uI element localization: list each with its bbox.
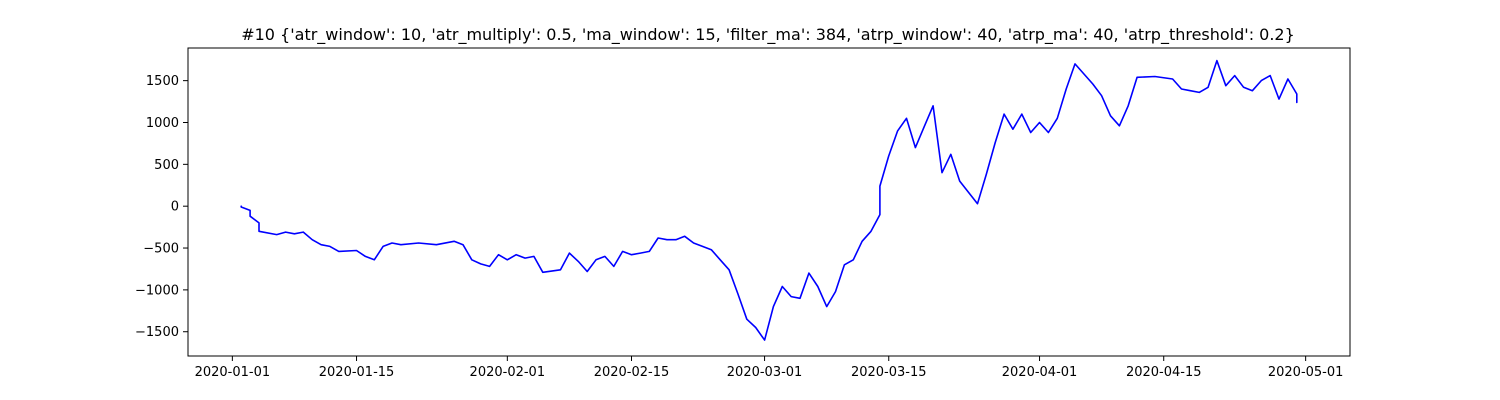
chart-title: #10 {'atr_window': 10, 'atr_multiply': 0… [241,25,1295,45]
x-tick-label: 2020-03-01 [727,365,803,380]
y-tick-label: −500 [143,242,179,257]
x-tick-label: 2020-01-15 [319,365,395,380]
x-tick-label: 2020-04-15 [1126,365,1202,380]
y-tick-label: 1000 [146,116,179,131]
x-tick-label: 2020-05-01 [1268,365,1344,380]
y-tick-label: 500 [154,158,179,173]
series-line-1 [240,59,1298,341]
axes-frame [187,47,1351,357]
plot-area [240,59,1298,341]
y-tick-label: −1000 [135,283,179,298]
y-tick-label: 0 [171,200,179,215]
x-tick-label: 2020-02-01 [470,365,546,380]
x-tick-label: 2020-01-01 [195,365,271,380]
y-tick-label: 1500 [146,74,179,89]
axes: 2020-01-01 2020-01-15 2020-02-01 2020-02-15… [135,47,1351,380]
x-tick-label: 2020-04-01 [1002,365,1078,380]
x-tick-label: 2020-02-15 [594,365,670,380]
y-tick-label: −1500 [135,325,179,340]
x-tick-label: 2020-03-15 [851,365,927,380]
